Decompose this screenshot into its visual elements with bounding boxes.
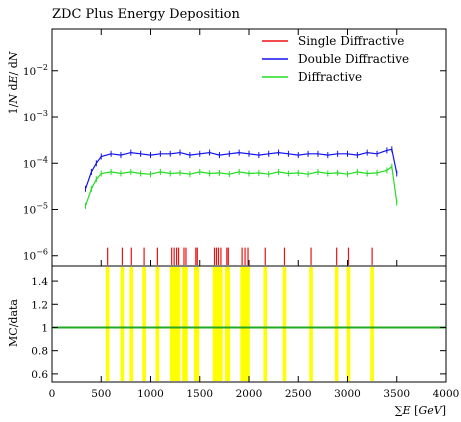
x-tick-label: 1500 <box>186 388 213 400</box>
series-diffractive <box>84 163 398 209</box>
ratio-band <box>195 267 200 381</box>
ratio-band <box>309 267 313 381</box>
ratio-band <box>172 267 176 381</box>
chart-title: ZDC Plus Energy Deposition <box>52 7 240 22</box>
legend: Single Diffractive Double Diffractive Diff… <box>262 34 409 84</box>
y-tick-label: 1 <box>41 322 48 334</box>
ratio-band <box>346 267 351 381</box>
legend-label: Diffractive <box>298 70 362 84</box>
ratio-band <box>246 267 250 381</box>
ratio-band <box>182 267 186 381</box>
ratio-band <box>214 267 219 381</box>
x-tick-label: 2000 <box>236 388 263 400</box>
y-tick-label: 10−5 <box>23 201 48 216</box>
y-tick-label: 0.6 <box>31 369 48 381</box>
x-tick-label: 0 <box>49 388 56 400</box>
ratio-band <box>105 267 110 381</box>
y-tick-label: 10−4 <box>23 155 48 170</box>
series-line <box>84 165 398 206</box>
series-single <box>107 247 373 265</box>
x-tick-label: 4000 <box>433 388 460 400</box>
series-double <box>84 146 398 192</box>
ratio-band <box>226 267 231 381</box>
y-tick-label: 0.8 <box>31 346 48 358</box>
ratio-band <box>282 267 287 381</box>
x-tick-label: 3000 <box>334 388 361 400</box>
ratio-band <box>176 267 181 381</box>
ratio-band <box>240 267 244 381</box>
series-line <box>84 148 398 189</box>
ratio-band <box>219 267 223 381</box>
ratio-band <box>243 267 247 381</box>
ratio-band <box>129 267 134 381</box>
ratio-band <box>120 267 125 381</box>
ratio-band <box>334 267 339 381</box>
ratio-band <box>174 267 179 381</box>
ratio-axis-ticks: 0 500 1000 1500 2000 2500 3000 3500 4000 0.6 0.8 1 1… <box>31 276 459 400</box>
main-y-axis-label: 1/N dE/ dN <box>7 51 20 114</box>
main-axis-ticks: 10−2 10−3 10−4 10−5 10−6 <box>23 29 447 266</box>
ratio-band <box>263 267 268 381</box>
y-tick-label: 1.2 <box>31 299 48 311</box>
x-tick-label: 500 <box>91 388 111 400</box>
ratio-band <box>216 267 221 381</box>
x-tick-label: 2500 <box>285 388 312 400</box>
ratio-band <box>169 267 174 381</box>
x-tick-label: 1000 <box>137 388 164 400</box>
series-layer <box>84 146 398 265</box>
ratio-band <box>370 267 374 381</box>
x-tick-label: 3500 <box>383 388 410 400</box>
ratio-band <box>142 267 146 381</box>
legend-label: Double Diffractive <box>298 52 409 66</box>
y-tick-label: 1.4 <box>31 276 48 288</box>
x-axis-label: ∑E [GeV] <box>395 404 446 417</box>
ratio-y-axis-label: MC/data <box>7 299 20 347</box>
ratio-bands <box>105 267 374 381</box>
ratio-band <box>155 267 160 381</box>
ratio-band <box>184 267 188 381</box>
ratio-band <box>212 267 217 381</box>
legend-label: Single Diffractive <box>298 34 404 48</box>
y-tick-label: 10−6 <box>23 248 48 263</box>
y-tick-label: 10−3 <box>23 109 48 124</box>
y-tick-label: 10−2 <box>23 63 48 78</box>
